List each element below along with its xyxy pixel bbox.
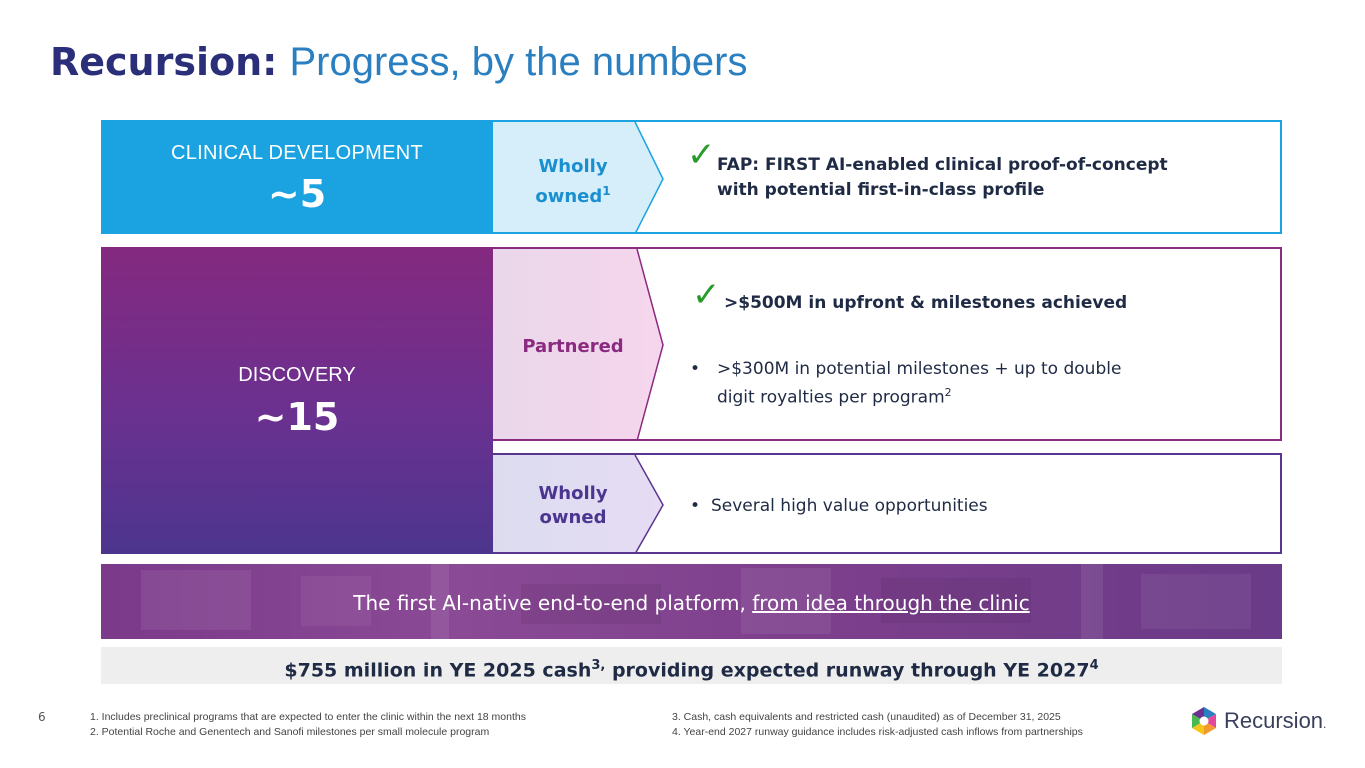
footnote-3: 3. Cash, cash equivalents and restricted…	[672, 711, 1061, 723]
footnote-ref-2: 2	[944, 386, 952, 399]
chevron-label-wholly-owned-clinical: Wholly owned1	[493, 155, 653, 209]
cash-part2: providing expected runway through YE 202…	[605, 659, 1090, 682]
partnered-bullet-line2-text: digit royalties per program	[717, 387, 945, 408]
chevron-wholly-owned-clinical	[493, 122, 664, 232]
platform-text: The first AI-native end-to-end platform,…	[101, 591, 1282, 615]
page-title: Recursion: Progress, by the numbers	[50, 40, 747, 85]
footnote-ref-1: 1	[602, 184, 611, 198]
platform-text-main: The first AI-native end-to-end platform,	[353, 591, 753, 615]
clinical-details-panel: Wholly owned1 ✓ FAP: FIRST AI-enabled cl…	[493, 120, 1282, 234]
clinical-line2: with potential first-in-class profile	[717, 180, 1045, 200]
clinical-development-label: CLINICAL DEVELOPMENT	[171, 142, 423, 164]
check-icon: ✓	[692, 275, 721, 315]
partnered-bullet-line2: digit royalties per program2	[717, 381, 952, 410]
discovery-panel: DISCOVERY ~15	[101, 247, 493, 554]
wholly-owned-bullet: Several high value opportunities	[711, 496, 988, 516]
recursion-logo-icon	[1192, 707, 1216, 735]
chevron-label-line1: Wholly	[538, 483, 608, 504]
logo-wordmark: Recursion	[1224, 708, 1324, 733]
bullet-symbol: •	[690, 496, 701, 516]
footnote-4: 4. Year-end 2027 runway guidance include…	[672, 726, 1083, 738]
clinical-line1: FAP: FIRST AI-enabled clinical proof-of-…	[717, 155, 1168, 175]
page-number: 6	[38, 710, 46, 724]
chevron-label-line2: owned	[539, 507, 607, 528]
discovery-label: DISCOVERY	[238, 364, 356, 386]
lab-background-image	[141, 564, 1251, 639]
platform-text-underlined: from idea through the clinic	[752, 591, 1030, 615]
bullet-symbol: •	[690, 359, 701, 379]
cash-runway-bar: $755 million in YE 2025 cash3, providing…	[101, 647, 1282, 684]
chevron-partnered	[493, 249, 664, 439]
chevron-label-line1: Wholly	[538, 156, 608, 177]
partnered-achieved: >$500M in upfront & milestones achieved	[724, 293, 1128, 313]
clinical-development-panel: CLINICAL DEVELOPMENT ~5	[101, 120, 493, 234]
footnote-ref-3: 3,	[591, 658, 606, 673]
wholly-owned-discovery-panel: Wholly owned • Several high value opport…	[493, 453, 1282, 554]
platform-banner: The first AI-native end-to-end platform,…	[101, 564, 1282, 639]
discovery-count: ~15	[254, 395, 340, 439]
clinical-development-count: ~5	[267, 172, 327, 216]
check-icon: ✓	[687, 135, 716, 175]
logo-mark: .	[1323, 717, 1327, 731]
footnote-1: 1. Includes preclinical programs that ar…	[90, 711, 526, 723]
chevron-label-owned: owned	[535, 186, 603, 207]
title-bold: Recursion:	[50, 40, 278, 84]
logo-text: Recursion.	[1224, 708, 1326, 734]
chevron-label-line2: owned1	[493, 179, 653, 209]
chevron-wholly-owned-discovery	[493, 455, 664, 552]
title-light: Progress, by the numbers	[289, 40, 748, 84]
footnote-ref-4: 4	[1089, 658, 1099, 673]
footnote-2: 2. Potential Roche and Genentech and San…	[90, 726, 490, 738]
chevron-label-partnered: Partnered	[522, 336, 624, 357]
recursion-logo: Recursion.	[1190, 706, 1326, 736]
partnered-bullet-line1: >$300M in potential milestones + up to d…	[717, 359, 1122, 379]
partnered-details-panel: Partnered ✓ >$500M in upfront & mileston…	[493, 247, 1282, 441]
cash-part1: $755 million in YE 2025 cash	[284, 659, 592, 682]
chevron-label-wholly-owned-discovery: Wholly owned	[493, 482, 653, 530]
